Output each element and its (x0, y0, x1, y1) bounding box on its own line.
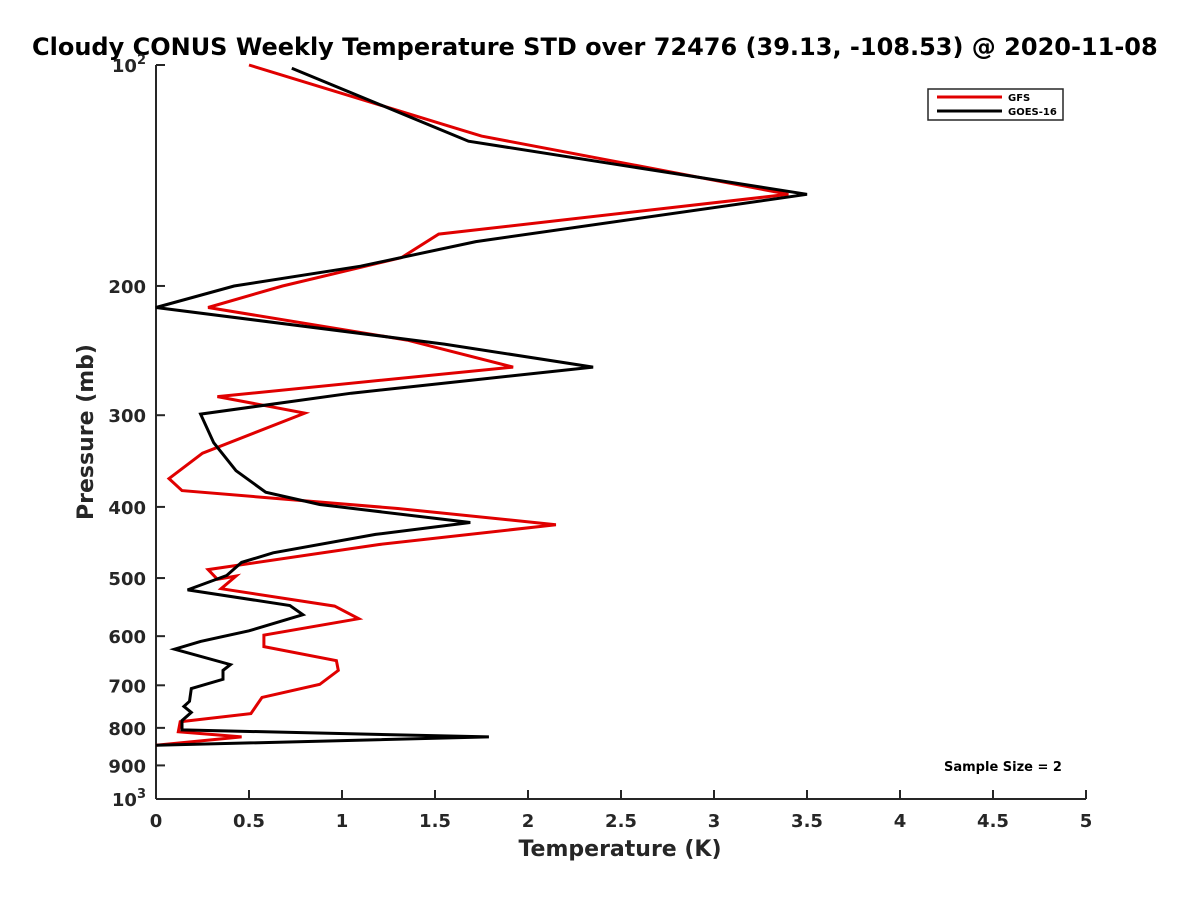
x-tick-label: 0.5 (233, 811, 265, 832)
legend-label: GFS (1008, 93, 1030, 104)
y-tick-label: 500 (108, 569, 146, 590)
y-axis-title: Pressure (mb) (74, 344, 99, 520)
chart-title: Cloudy CONUS Weekly Temperature STD over… (32, 33, 1158, 61)
y-tick-label: 300 (108, 406, 146, 427)
x-tick-label: 0 (150, 811, 163, 832)
y-tick-label: 800 (108, 719, 146, 740)
y-tick-label: 102 (112, 53, 146, 77)
x-tick-label: 5 (1080, 811, 1093, 832)
legend-label: GOES-16 (1008, 107, 1057, 118)
y-tick-label: 200 (108, 277, 146, 298)
x-tick-label: 4.5 (977, 811, 1009, 832)
y-tick-label: 103 (112, 787, 146, 811)
x-tick-label: 1 (336, 811, 349, 832)
legend-box (927, 88, 1064, 121)
x-tick-label: 2.5 (605, 811, 637, 832)
x-axis-title: Temperature (K) (518, 837, 721, 862)
series-layer (155, 63, 808, 747)
x-tick-label: 1.5 (419, 811, 451, 832)
legend-items: GFS GOES-16 (937, 93, 1057, 118)
y-ticks: 102 200 300 400 500 600 700 800 900 103 (108, 53, 165, 811)
x-tick-label: 2 (522, 811, 535, 832)
x-tick-label: 4 (894, 811, 907, 832)
y-tick-label: 700 (108, 676, 146, 697)
x-ticks: 0 0.5 1 1.5 2 2.5 3 3.5 4 4.5 5 (150, 790, 1093, 832)
sample-size-annotation: Sample Size = 2 (944, 760, 1062, 775)
legend: GFS GOES-16 (927, 88, 1064, 121)
y-tick-label: 400 (108, 498, 146, 519)
series-line-goes-16 (155, 66, 808, 747)
y-tick-label: 900 (108, 756, 146, 777)
y-tick-label: 600 (108, 627, 146, 648)
x-tick-label: 3.5 (791, 811, 823, 832)
x-tick-label: 3 (708, 811, 721, 832)
series-line-gfs (155, 63, 789, 747)
